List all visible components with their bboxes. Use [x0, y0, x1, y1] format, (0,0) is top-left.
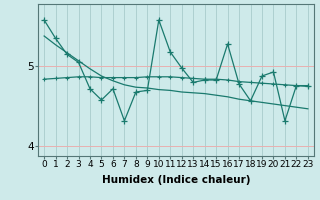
X-axis label: Humidex (Indice chaleur): Humidex (Indice chaleur) — [102, 175, 250, 185]
